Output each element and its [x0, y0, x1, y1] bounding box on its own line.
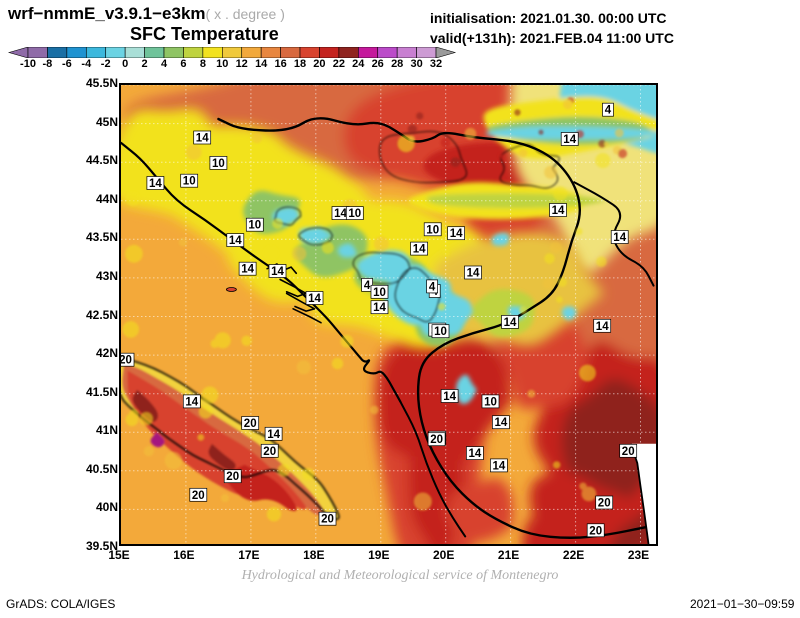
- svg-text:20: 20: [263, 446, 276, 458]
- svg-text:14: 14: [467, 268, 480, 280]
- svg-text:14: 14: [149, 178, 162, 190]
- svg-text:14: 14: [493, 460, 506, 472]
- svg-text:10: 10: [434, 326, 447, 338]
- svg-text:20: 20: [598, 498, 611, 510]
- svg-text:14: 14: [469, 448, 482, 460]
- svg-text:14: 14: [563, 134, 576, 146]
- svg-text:20: 20: [589, 525, 602, 537]
- svg-text:14: 14: [373, 302, 386, 314]
- svg-text:4: 4: [605, 105, 612, 117]
- svg-text:10: 10: [212, 158, 225, 170]
- svg-text:14: 14: [450, 228, 463, 240]
- svg-text:20: 20: [430, 434, 443, 446]
- svg-text:14: 14: [271, 266, 284, 278]
- svg-text:14: 14: [267, 429, 280, 441]
- svg-text:14: 14: [229, 235, 242, 247]
- svg-text:4: 4: [429, 281, 436, 293]
- svg-text:14: 14: [443, 391, 456, 403]
- svg-text:10: 10: [373, 287, 386, 299]
- svg-text:14: 14: [413, 244, 426, 256]
- svg-text:20: 20: [244, 418, 257, 430]
- svg-text:10: 10: [248, 220, 261, 232]
- svg-text:20: 20: [192, 490, 205, 502]
- svg-text:20: 20: [321, 514, 334, 526]
- svg-text:10: 10: [426, 224, 439, 236]
- svg-text:20: 20: [121, 355, 132, 367]
- svg-text:14: 14: [596, 321, 609, 333]
- svg-text:14: 14: [308, 293, 321, 305]
- svg-text:14: 14: [613, 232, 626, 244]
- svg-text:14: 14: [241, 264, 254, 276]
- svg-text:14: 14: [552, 205, 565, 217]
- svg-text:20: 20: [622, 446, 635, 458]
- svg-text:14: 14: [504, 317, 517, 329]
- svg-text:14: 14: [334, 208, 347, 220]
- svg-text:10: 10: [348, 208, 361, 220]
- svg-text:20: 20: [226, 471, 239, 483]
- svg-text:14: 14: [495, 417, 508, 429]
- svg-text:14: 14: [196, 133, 209, 145]
- svg-text:4: 4: [364, 280, 371, 292]
- svg-text:10: 10: [484, 396, 497, 408]
- svg-text:10: 10: [183, 176, 196, 188]
- svg-text:14: 14: [185, 396, 198, 408]
